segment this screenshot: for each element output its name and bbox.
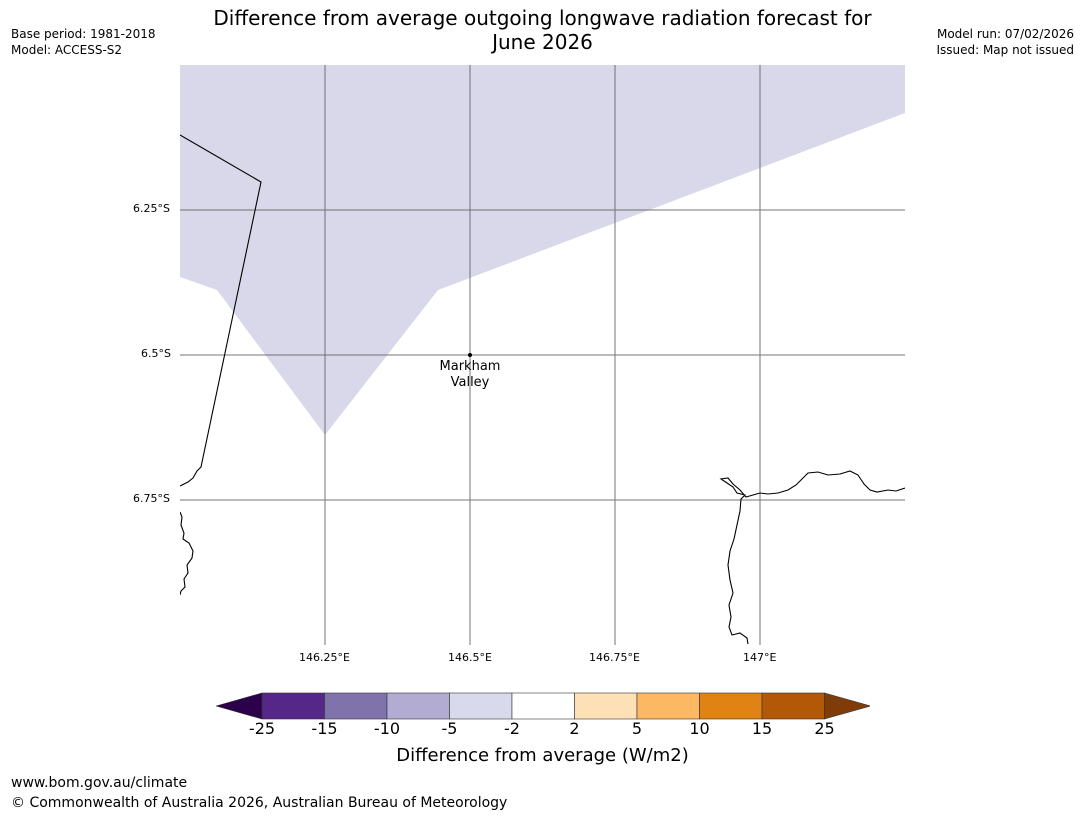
- title-line-2: June 2026: [492, 30, 593, 54]
- meta-left: Base period: 1981-2018 Model: ACCESS-S2: [11, 26, 156, 58]
- lon-label-147: 147°E: [743, 651, 777, 664]
- anomaly-shaded-region: [180, 65, 905, 435]
- colorbar-segment: [261, 692, 325, 720]
- colorbar-tick-label: -25: [248, 719, 276, 738]
- base-period: Base period: 1981-2018: [11, 27, 156, 41]
- model-run: Model run: 07/02/2026: [936, 27, 1074, 41]
- title-line-1: Difference from average outgoing longwav…: [213, 6, 872, 30]
- gridlines: [180, 65, 905, 645]
- lat-label-6-75: 6.75°S: [133, 492, 170, 505]
- colorbar-tick-label: 2: [569, 719, 580, 738]
- colorbar-segment: [324, 692, 388, 720]
- coastline-east: [719, 470, 905, 645]
- colorbar-tick-label: -15: [311, 719, 338, 738]
- colorbar-segment: [449, 692, 513, 720]
- forecast-map: [180, 65, 905, 645]
- place-label: Markham Valley: [420, 359, 520, 391]
- place-name-line-1: Markham: [439, 359, 501, 374]
- meta-right: Model run: 07/02/2026 Issued: Map not is…: [936, 26, 1074, 58]
- colorbar-tick-label: 25: [814, 719, 835, 738]
- colorbar-label: Difference from average (W/m2): [396, 745, 689, 766]
- lat-label-6-5: 6.5°S: [141, 347, 171, 360]
- colorbar-extend-high: [824, 692, 870, 720]
- colorbar-segment: [761, 692, 825, 720]
- footer-url[interactable]: www.bom.gov.au/climate: [11, 775, 188, 791]
- colorbar-tick-label: -5: [441, 719, 458, 738]
- colorbar-segment: [511, 692, 575, 720]
- lon-label-146-25: 146.25°E: [299, 651, 350, 664]
- issued-status: Issued: Map not issued: [936, 43, 1074, 57]
- lat-label-6-25: 6.25°S: [133, 202, 170, 215]
- footer-copyright: © Commonwealth of Australia 2026, Austra…: [11, 795, 508, 811]
- map-title: Difference from average outgoing longwav…: [0, 6, 1085, 54]
- colorbar-tick-label: 15: [751, 719, 773, 738]
- colorbar-segment: [574, 692, 638, 720]
- colorbar-segment: [699, 692, 763, 720]
- colorbar-extend-low: [216, 692, 263, 720]
- place-marker: [468, 353, 472, 357]
- place-name-line-2: Valley: [450, 375, 490, 390]
- lon-label-146-75: 146.75°E: [589, 651, 640, 664]
- colorbar-segment: [636, 692, 700, 720]
- province-border-line: [180, 134, 262, 487]
- colorbar: [216, 692, 870, 720]
- model-name: Model: ACCESS-S2: [11, 43, 123, 57]
- colorbar-tick-label: -2: [504, 719, 520, 738]
- coastline-west: [180, 511, 194, 596]
- colorbar-segment: [386, 692, 450, 720]
- colorbar-tick-label: 5: [631, 719, 643, 738]
- lon-label-146-5: 146.5°E: [448, 651, 492, 664]
- colorbar-tick-label: 10: [689, 719, 710, 738]
- colorbar-tick-label: -10: [373, 719, 401, 738]
